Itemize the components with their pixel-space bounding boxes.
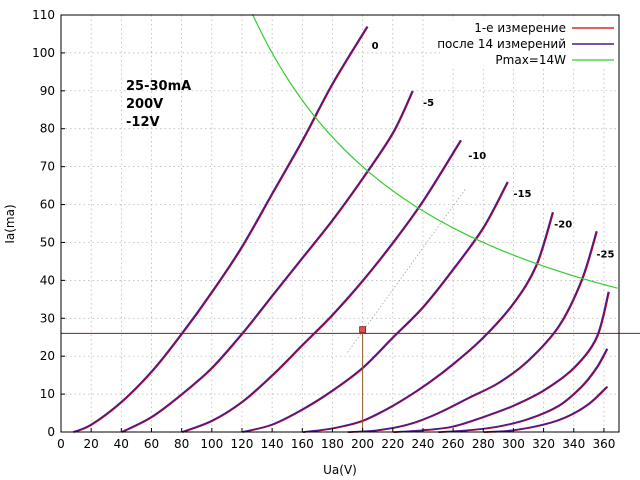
annotation-line: -12V — [126, 115, 160, 130]
x-tick-label: 180 — [321, 437, 344, 451]
x-tick-label: 160 — [291, 437, 314, 451]
x-tick-label: 300 — [502, 437, 525, 451]
x-tick-label: 40 — [114, 437, 129, 451]
first-measurement-curve — [303, 212, 555, 434]
grid-voltage-label: -20 — [554, 219, 572, 230]
first-measurement-curve — [348, 231, 598, 434]
x-tick-label: 360 — [592, 437, 615, 451]
x-tick-label: 200 — [351, 437, 374, 451]
annotation-block: 25-30mA 200V -12V — [126, 79, 191, 130]
curve-labels: 0 -5 -10 -15 -20 -25 — [372, 41, 615, 261]
after-14-measurements-curve — [181, 139, 462, 433]
after-14-measurements-curve — [347, 230, 598, 433]
x-tick-label: 120 — [231, 437, 254, 451]
grid — [60, 14, 619, 433]
x-tick-label: 260 — [442, 437, 465, 451]
x-tick-label: 20 — [84, 437, 99, 451]
plot-frame — [60, 14, 620, 433]
y-tick-label: 10 — [40, 387, 55, 401]
operating-point-marker — [359, 326, 367, 334]
y-tick-label: 0 — [47, 425, 55, 439]
plate-curves — [72, 26, 610, 434]
after-14-measurements-curve — [120, 90, 414, 433]
first-measurement-curve — [121, 90, 414, 433]
y-axis-title: Ia(ma) — [3, 204, 17, 243]
x-tick-label: 0 — [57, 437, 65, 451]
first-measurement-curve — [73, 26, 369, 434]
annotation-line: 25-30mA — [126, 79, 191, 94]
x-tick-label: 140 — [261, 437, 284, 451]
x-axis-title: Ua(V) — [323, 463, 357, 477]
y-tick-label: 60 — [40, 198, 55, 212]
grid-voltage-label: -10 — [468, 151, 486, 162]
pmax-curve — [251, 13, 618, 289]
x-tick-label: 60 — [144, 437, 159, 451]
first-measurement-curve — [182, 140, 462, 434]
y-tick-label: 80 — [40, 122, 55, 136]
first-measurement-curve — [242, 181, 509, 434]
annotation-line: 200V — [126, 97, 163, 112]
after-14-measurements-curve — [72, 26, 368, 433]
x-tick-label: 100 — [200, 437, 223, 451]
y-tick-label: 100 — [32, 46, 55, 60]
y-tick-label: 110 — [32, 8, 55, 22]
y-tick-label: 70 — [40, 160, 55, 174]
grid-voltage-label: -5 — [423, 98, 434, 109]
x-tick-label: 320 — [532, 437, 555, 451]
x-tick-label: 240 — [411, 437, 434, 451]
legend-label-after: после 14 измерений — [437, 37, 566, 51]
x-tick-label: 340 — [562, 437, 585, 451]
x-tick-label: 220 — [381, 437, 404, 451]
y-tick-label: 30 — [40, 311, 55, 325]
after-14-measurements-curve — [483, 385, 608, 433]
grid-voltage-label: 0 — [372, 41, 379, 52]
y-tick-label: 90 — [40, 84, 55, 98]
overlays — [61, 13, 640, 432]
x-tick-label: 280 — [472, 437, 495, 451]
after-14-measurements-curve — [392, 291, 610, 433]
legend-label-pmax: Pmax=14W — [495, 53, 566, 67]
after-14-measurements-curve — [302, 211, 554, 433]
axis-ticks: 0 20 40 60 80 100 120 140 160 180 200 220 240 260 280 3… — [32, 8, 615, 451]
after-14-measurements-curve — [437, 348, 608, 433]
y-tick-label: 50 — [40, 235, 55, 249]
legend: 1-е измерение после 14 измерений Pmax=14… — [437, 18, 616, 67]
y-tick-label: 20 — [40, 349, 55, 363]
legend-label-first: 1-е измерение — [474, 21, 566, 35]
after-14-measurements-curve — [241, 181, 509, 433]
grid-voltage-label: -15 — [513, 189, 531, 200]
x-tick-label: 80 — [174, 437, 189, 451]
y-tick-label: 40 — [40, 273, 55, 287]
legend-background — [440, 18, 616, 66]
grid-voltage-label: -25 — [596, 250, 614, 261]
